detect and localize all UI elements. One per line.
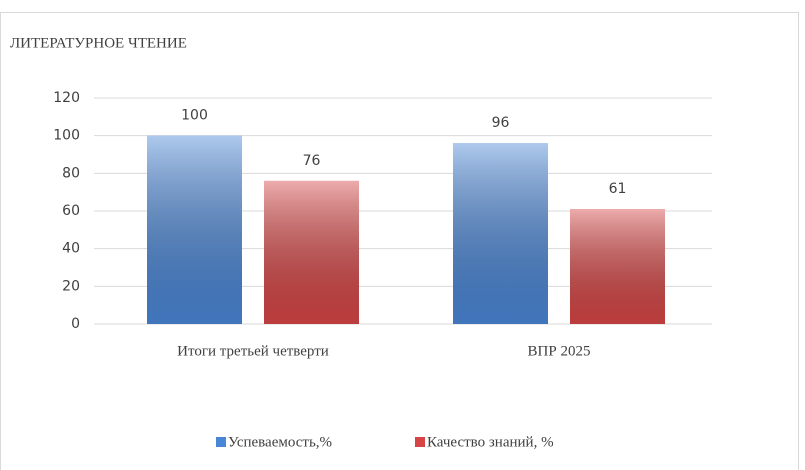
legend-swatch [415, 437, 425, 447]
y-tick-label: 0 [71, 316, 80, 332]
data-label: 76 [303, 153, 321, 169]
y-tick-label: 40 [62, 241, 80, 257]
y-tick-label: 80 [62, 165, 80, 181]
x-tick-label: ВПР 2025 [528, 343, 591, 359]
legend-label: Качество знаний, % [427, 434, 554, 450]
bar [453, 143, 548, 324]
bar [570, 209, 665, 324]
y-tick-label: 120 [53, 90, 80, 106]
data-label: 96 [492, 115, 510, 131]
bar [264, 180, 359, 324]
data-label: 61 [609, 181, 627, 197]
y-tick-label: 100 [53, 128, 80, 144]
legend-swatch [216, 437, 226, 447]
chart-title: ЛИТЕРАТУРНОЕ ЧТЕНИЕ [10, 35, 187, 51]
y-tick-label: 60 [62, 203, 80, 219]
legend-label: Успеваемость,% [228, 434, 332, 450]
x-tick-label: Итоги третьей четверти [177, 343, 329, 359]
y-tick-label: 20 [62, 278, 80, 294]
chart-frame [0, 12, 799, 470]
data-label: 100 [181, 108, 208, 124]
bar [147, 135, 242, 324]
